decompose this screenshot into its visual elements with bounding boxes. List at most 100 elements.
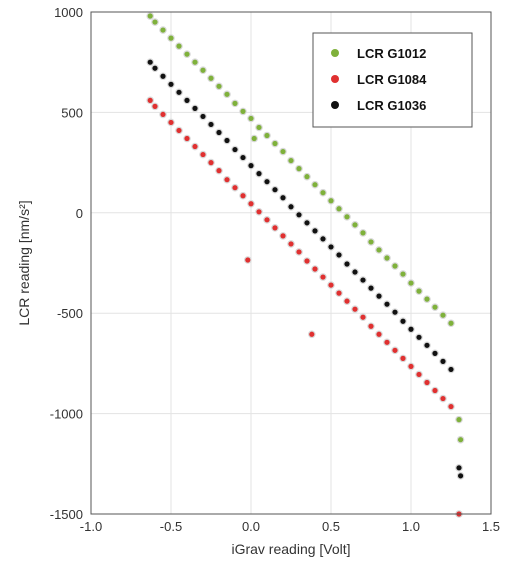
data-point <box>359 229 367 237</box>
data-point <box>146 58 155 67</box>
x-tick-label: 1.5 <box>482 519 500 534</box>
data-point <box>311 265 319 273</box>
data-point <box>407 325 415 334</box>
data-point <box>244 256 252 264</box>
data-point <box>239 153 247 162</box>
legend-label: LCR G1036 <box>357 98 426 113</box>
x-tick-label: 1.0 <box>402 519 420 534</box>
data-point <box>271 139 279 148</box>
data-point <box>456 435 465 444</box>
data-point <box>335 289 343 297</box>
data-point <box>247 161 255 170</box>
data-point <box>287 156 295 165</box>
data-point <box>279 232 287 240</box>
data-point <box>383 338 391 347</box>
data-point <box>295 164 303 173</box>
data-point <box>343 297 351 305</box>
data-point <box>255 169 263 178</box>
series-1 <box>146 12 465 444</box>
data-point <box>319 235 327 243</box>
data-point <box>167 34 175 42</box>
data-point <box>327 196 335 205</box>
data-point <box>199 150 207 159</box>
data-point <box>279 147 287 156</box>
legend-label: LCR G1084 <box>357 72 427 87</box>
data-point <box>343 213 351 221</box>
data-point <box>359 313 367 322</box>
data-point <box>439 357 447 366</box>
data-point <box>146 96 155 105</box>
series-3 <box>146 58 465 480</box>
data-point <box>215 82 223 91</box>
data-point <box>431 349 439 358</box>
data-point <box>415 333 423 342</box>
data-point <box>423 378 431 387</box>
data-point <box>183 96 191 105</box>
data-point <box>335 251 343 259</box>
data-point <box>151 102 159 111</box>
data-point <box>343 260 351 268</box>
data-point <box>271 185 279 194</box>
legend-label: LCR G1012 <box>357 46 426 61</box>
data-point <box>191 104 199 113</box>
x-tick-label: -0.5 <box>160 519 182 534</box>
data-point <box>351 221 359 229</box>
data-point <box>247 199 255 208</box>
y-tick-label: -500 <box>57 306 83 321</box>
data-point <box>455 464 463 472</box>
data-point <box>399 354 407 363</box>
data-point <box>391 262 399 270</box>
data-point <box>383 300 391 308</box>
data-point <box>399 317 407 326</box>
y-tick-label: -1500 <box>50 507 83 522</box>
data-point <box>375 330 383 339</box>
data-point <box>319 188 327 197</box>
data-point <box>303 219 311 227</box>
data-point <box>151 18 159 26</box>
data-point <box>399 270 407 278</box>
data-point <box>239 107 247 116</box>
data-point <box>439 394 447 403</box>
data-point <box>303 172 311 181</box>
data-point <box>367 284 375 292</box>
data-point <box>391 308 399 316</box>
data-point <box>199 66 207 75</box>
data-point <box>207 158 215 167</box>
data-point <box>327 243 335 251</box>
legend-marker <box>331 75 339 83</box>
x-tick-label: 0.5 <box>322 519 340 534</box>
y-tick-label: 500 <box>61 105 83 120</box>
data-point <box>295 248 303 256</box>
data-point <box>207 120 215 129</box>
data-point <box>167 80 175 89</box>
y-tick-label: 0 <box>76 206 83 221</box>
data-point <box>423 295 431 303</box>
data-point <box>175 88 183 97</box>
data-point <box>431 386 439 395</box>
data-point <box>159 26 167 34</box>
data-point <box>223 136 231 145</box>
data-point <box>255 207 263 216</box>
data-point <box>375 246 383 254</box>
data-point <box>415 370 423 379</box>
data-point <box>271 224 279 232</box>
data-point <box>447 319 455 328</box>
data-point <box>447 365 455 374</box>
data-point <box>231 145 239 154</box>
data-point <box>263 177 271 186</box>
data-point <box>279 193 287 202</box>
tick-labels: -1.0 -0.5 0.0 0.5 1.0 1.5 -1500 -1000 -500 0 500 10… <box>50 5 500 534</box>
data-point <box>367 238 375 246</box>
data-point <box>231 99 239 108</box>
series-2 <box>146 96 463 518</box>
data-point <box>407 279 415 287</box>
data-point <box>191 142 199 151</box>
data-points <box>146 12 465 518</box>
data-point <box>303 257 311 265</box>
y-tick-label: -1000 <box>50 407 83 422</box>
data-point <box>456 472 465 480</box>
data-point <box>335 204 343 213</box>
data-point <box>351 305 359 313</box>
legend: LCR G1012 LCR G1084 LCR G1036 <box>312 32 473 128</box>
